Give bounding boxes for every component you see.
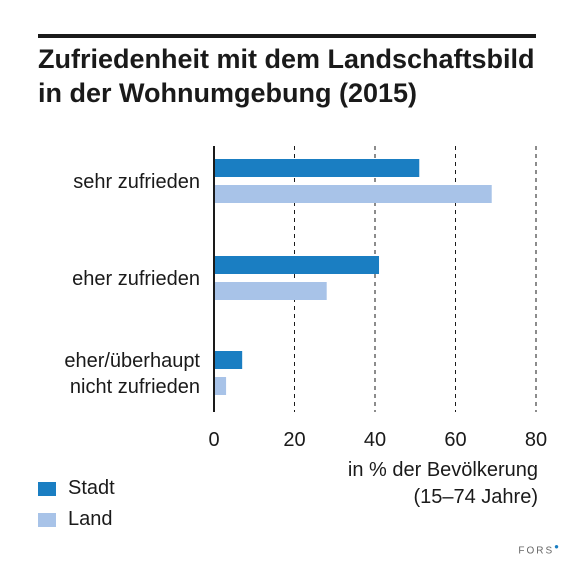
fors-logo-dot: ● bbox=[554, 541, 561, 551]
bar-stadt-2 bbox=[214, 351, 243, 369]
bar-land-0 bbox=[214, 185, 492, 203]
x-tick-label-60: 60 bbox=[444, 429, 466, 451]
category-label-2-1: nicht zufrieden bbox=[70, 376, 200, 398]
x-axis-label-line-1: in % der Bevölkerung bbox=[348, 459, 538, 481]
chart-title-line-1: Zufriedenheit mit dem Landschaftsbild bbox=[38, 44, 535, 74]
fors-logo-text: FORS bbox=[518, 545, 555, 556]
category-label-2-0: eher/überhaupt bbox=[64, 350, 200, 372]
chart-title: Zufriedenheit mit dem Landschaftsbild in… bbox=[38, 42, 548, 110]
title-rule bbox=[38, 34, 536, 38]
bar-land-2 bbox=[214, 377, 227, 395]
legend-item-stadt: Stadt bbox=[38, 477, 115, 500]
legend-swatch-stadt bbox=[38, 481, 56, 496]
fors-logo: FORS● bbox=[518, 542, 561, 556]
legend-label-stadt: Stadt bbox=[68, 477, 115, 499]
x-tick-label-40: 40 bbox=[364, 429, 386, 451]
category-label-0-0: sehr zufrieden bbox=[73, 171, 200, 193]
chart-title-line-2: in der Wohnumgebung (2015) bbox=[38, 78, 418, 108]
legend-label-land: Land bbox=[68, 508, 113, 530]
category-label-1-0: eher zufrieden bbox=[72, 268, 200, 290]
bar-stadt-1 bbox=[214, 256, 380, 274]
bar-land-1 bbox=[214, 282, 327, 300]
legend-item-land: Land bbox=[38, 508, 113, 531]
bar-stadt-0 bbox=[214, 159, 420, 177]
x-tick-label-0: 0 bbox=[208, 429, 219, 451]
legend-swatch-land bbox=[38, 512, 56, 527]
x-tick-label-20: 20 bbox=[283, 429, 305, 451]
x-tick-label-80: 80 bbox=[525, 429, 547, 451]
x-axis-label-line-2: (15–74 Jahre) bbox=[413, 486, 538, 508]
